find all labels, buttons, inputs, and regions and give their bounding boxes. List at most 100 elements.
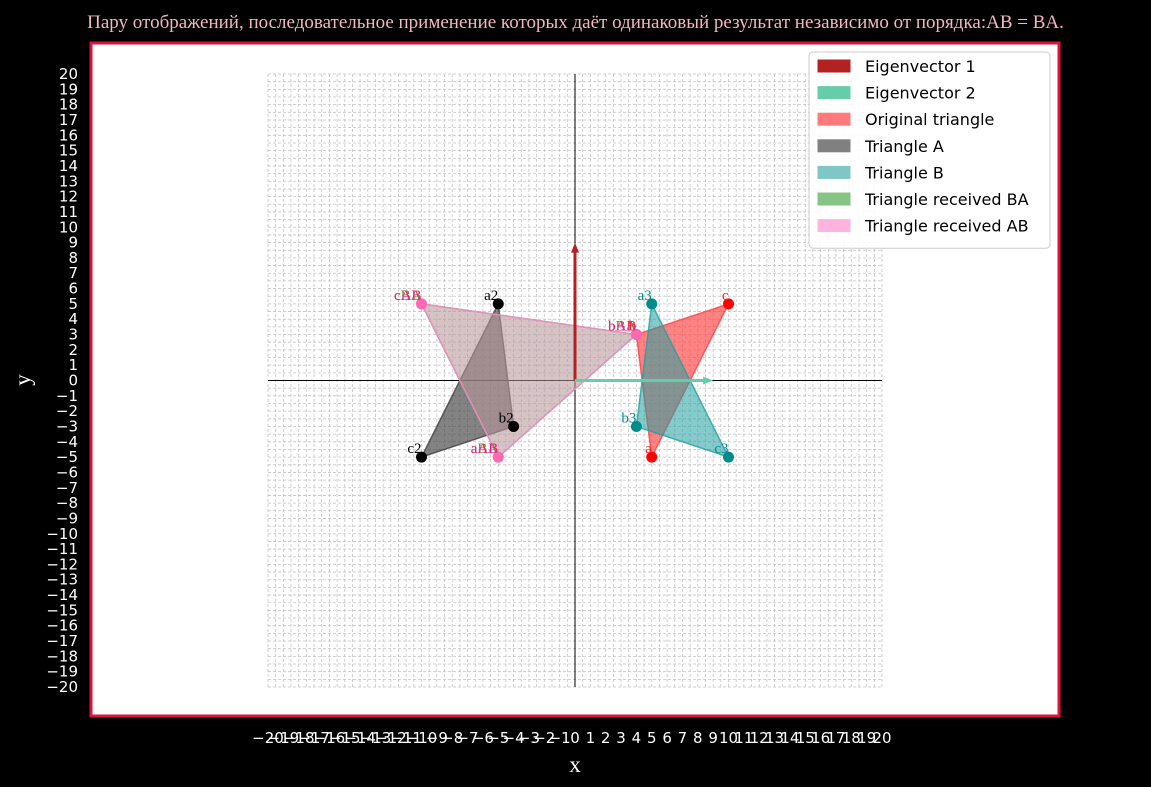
point-label: a3 bbox=[638, 288, 652, 304]
legend-label: Eigenvector 1 bbox=[865, 57, 976, 76]
y-tick-label: −3 bbox=[56, 417, 78, 435]
point-marker bbox=[723, 451, 734, 463]
y-tick-label: −6 bbox=[56, 463, 78, 481]
y-tick-labels: −20−19−18−17−16−15−14−13−12−11−10−9−8−7−… bbox=[46, 65, 78, 696]
y-tick-label: 20 bbox=[59, 65, 78, 83]
y-tick-label: 5 bbox=[68, 295, 78, 313]
y-tick-label: 2 bbox=[68, 341, 78, 359]
x-tick-label: 13 bbox=[765, 729, 784, 747]
y-tick-label: 3 bbox=[68, 326, 78, 344]
point-marker bbox=[630, 420, 642, 432]
x-tick-label: 17 bbox=[826, 729, 845, 747]
y-tick-label: 19 bbox=[59, 80, 78, 98]
x-tick-label: 3 bbox=[616, 729, 626, 747]
x-tick-label: 16 bbox=[811, 729, 830, 747]
series-layer: a b c a2 b2 c2 a3 b3 c3 aBA bBA cBA aAB bAB cAB bbox=[394, 242, 734, 463]
y-tick-label: 14 bbox=[59, 157, 78, 175]
x-tick-label: −19 bbox=[268, 729, 300, 747]
chart-title: Пару отображений, последовательное приме… bbox=[87, 12, 1064, 33]
y-tick-label: −11 bbox=[46, 540, 78, 558]
x-tick-label: −20 bbox=[252, 729, 284, 747]
y-tick-label: −17 bbox=[46, 632, 78, 650]
y-tick-label: −7 bbox=[56, 479, 78, 497]
x-tick-label: −4 bbox=[503, 729, 525, 747]
y-tick-label: 4 bbox=[68, 310, 78, 328]
y-tick-label: 1 bbox=[68, 356, 78, 374]
x-tick-label: −5 bbox=[487, 729, 509, 747]
x-tick-label: −2 bbox=[533, 729, 555, 747]
x-tick-label: 18 bbox=[842, 729, 861, 747]
y-tick-label: 12 bbox=[59, 188, 78, 206]
y-axis-label: y bbox=[10, 374, 35, 386]
y-tick-label: −9 bbox=[56, 509, 78, 527]
x-tick-label: 2 bbox=[601, 729, 611, 747]
x-tick-label: 0 bbox=[570, 729, 580, 747]
point-label: b2 bbox=[499, 410, 514, 426]
x-tick-label: −13 bbox=[360, 729, 392, 747]
point-label: c2 bbox=[407, 441, 421, 457]
point-label: cBA bbox=[394, 288, 422, 304]
y-tick-label: −8 bbox=[56, 494, 78, 512]
x-tick-label: 4 bbox=[632, 729, 642, 747]
y-tick-label: −4 bbox=[56, 433, 78, 451]
y-tick-label: 0 bbox=[68, 372, 78, 390]
y-tick-label: −13 bbox=[46, 571, 78, 589]
legend-label: Triangle received AB bbox=[864, 217, 1029, 236]
legend-label: Triangle A bbox=[864, 137, 944, 156]
y-tick-label: −20 bbox=[46, 678, 78, 696]
x-tick-label: −7 bbox=[456, 729, 478, 747]
y-tick-label: −5 bbox=[56, 448, 78, 466]
x-tick-label: −10 bbox=[406, 729, 438, 747]
x-tick-label: −3 bbox=[518, 729, 540, 747]
legend-swatch bbox=[817, 192, 851, 206]
x-tick-label: −15 bbox=[329, 729, 361, 747]
point-label: c bbox=[722, 288, 729, 304]
x-tick-label: 7 bbox=[678, 729, 688, 747]
legend-swatch bbox=[817, 165, 851, 179]
point-marker bbox=[508, 420, 520, 432]
point-marker bbox=[646, 298, 658, 310]
y-tick-label: 9 bbox=[68, 234, 78, 252]
y-tick-label: 13 bbox=[59, 172, 78, 190]
point-marker bbox=[646, 451, 658, 463]
legend-swatch bbox=[817, 139, 851, 153]
point-marker bbox=[723, 298, 734, 310]
y-tick-label: −12 bbox=[46, 555, 78, 573]
point-label: aAB bbox=[471, 441, 499, 457]
x-tick-labels: −20−19−18−17−16−15−14−13−12−11−10−9−8−7−… bbox=[252, 729, 891, 747]
point-marker bbox=[492, 451, 504, 463]
x-tick-label: 9 bbox=[708, 729, 718, 747]
x-tick-label: 5 bbox=[647, 729, 657, 747]
legend: Eigenvector 1 Eigenvector 2 Original trian… bbox=[808, 51, 1051, 249]
x-tick-label: 6 bbox=[662, 729, 672, 747]
x-tick-label: −16 bbox=[314, 729, 346, 747]
legend-label: Eigenvector 2 bbox=[865, 84, 976, 103]
y-tick-label: −18 bbox=[46, 647, 78, 665]
x-tick-label: 11 bbox=[734, 729, 753, 747]
y-tick-label: −2 bbox=[56, 402, 78, 420]
legend-label: Triangle received BA bbox=[864, 190, 1029, 209]
y-tick-label: −10 bbox=[46, 525, 78, 543]
legend-swatch bbox=[817, 86, 851, 100]
x-axis-label: x bbox=[569, 752, 581, 777]
triangle-triangle-received-ab bbox=[420, 302, 639, 459]
x-tick-label: −11 bbox=[390, 729, 422, 747]
point-label: bAB bbox=[608, 319, 636, 335]
legend-box bbox=[808, 51, 1051, 249]
y-tick-label: 18 bbox=[59, 96, 78, 114]
y-tick-label: 11 bbox=[59, 203, 78, 221]
y-tick-label: −16 bbox=[46, 617, 78, 635]
point-label: aBA bbox=[471, 441, 499, 457]
x-tick-label: −1 bbox=[549, 729, 571, 747]
x-tick-label: −8 bbox=[441, 729, 463, 747]
y-tick-label: −1 bbox=[56, 387, 78, 405]
x-tick-label: 15 bbox=[796, 729, 815, 747]
y-tick-label: −14 bbox=[46, 586, 78, 604]
point-label: b bbox=[629, 319, 637, 335]
x-tick-label: −17 bbox=[298, 729, 330, 747]
legend-label: Original triangle bbox=[865, 110, 994, 129]
point-label: c3 bbox=[714, 441, 728, 457]
point-marker bbox=[416, 451, 427, 463]
x-tick-label: 8 bbox=[693, 729, 703, 747]
x-tick-label: −12 bbox=[375, 729, 407, 747]
